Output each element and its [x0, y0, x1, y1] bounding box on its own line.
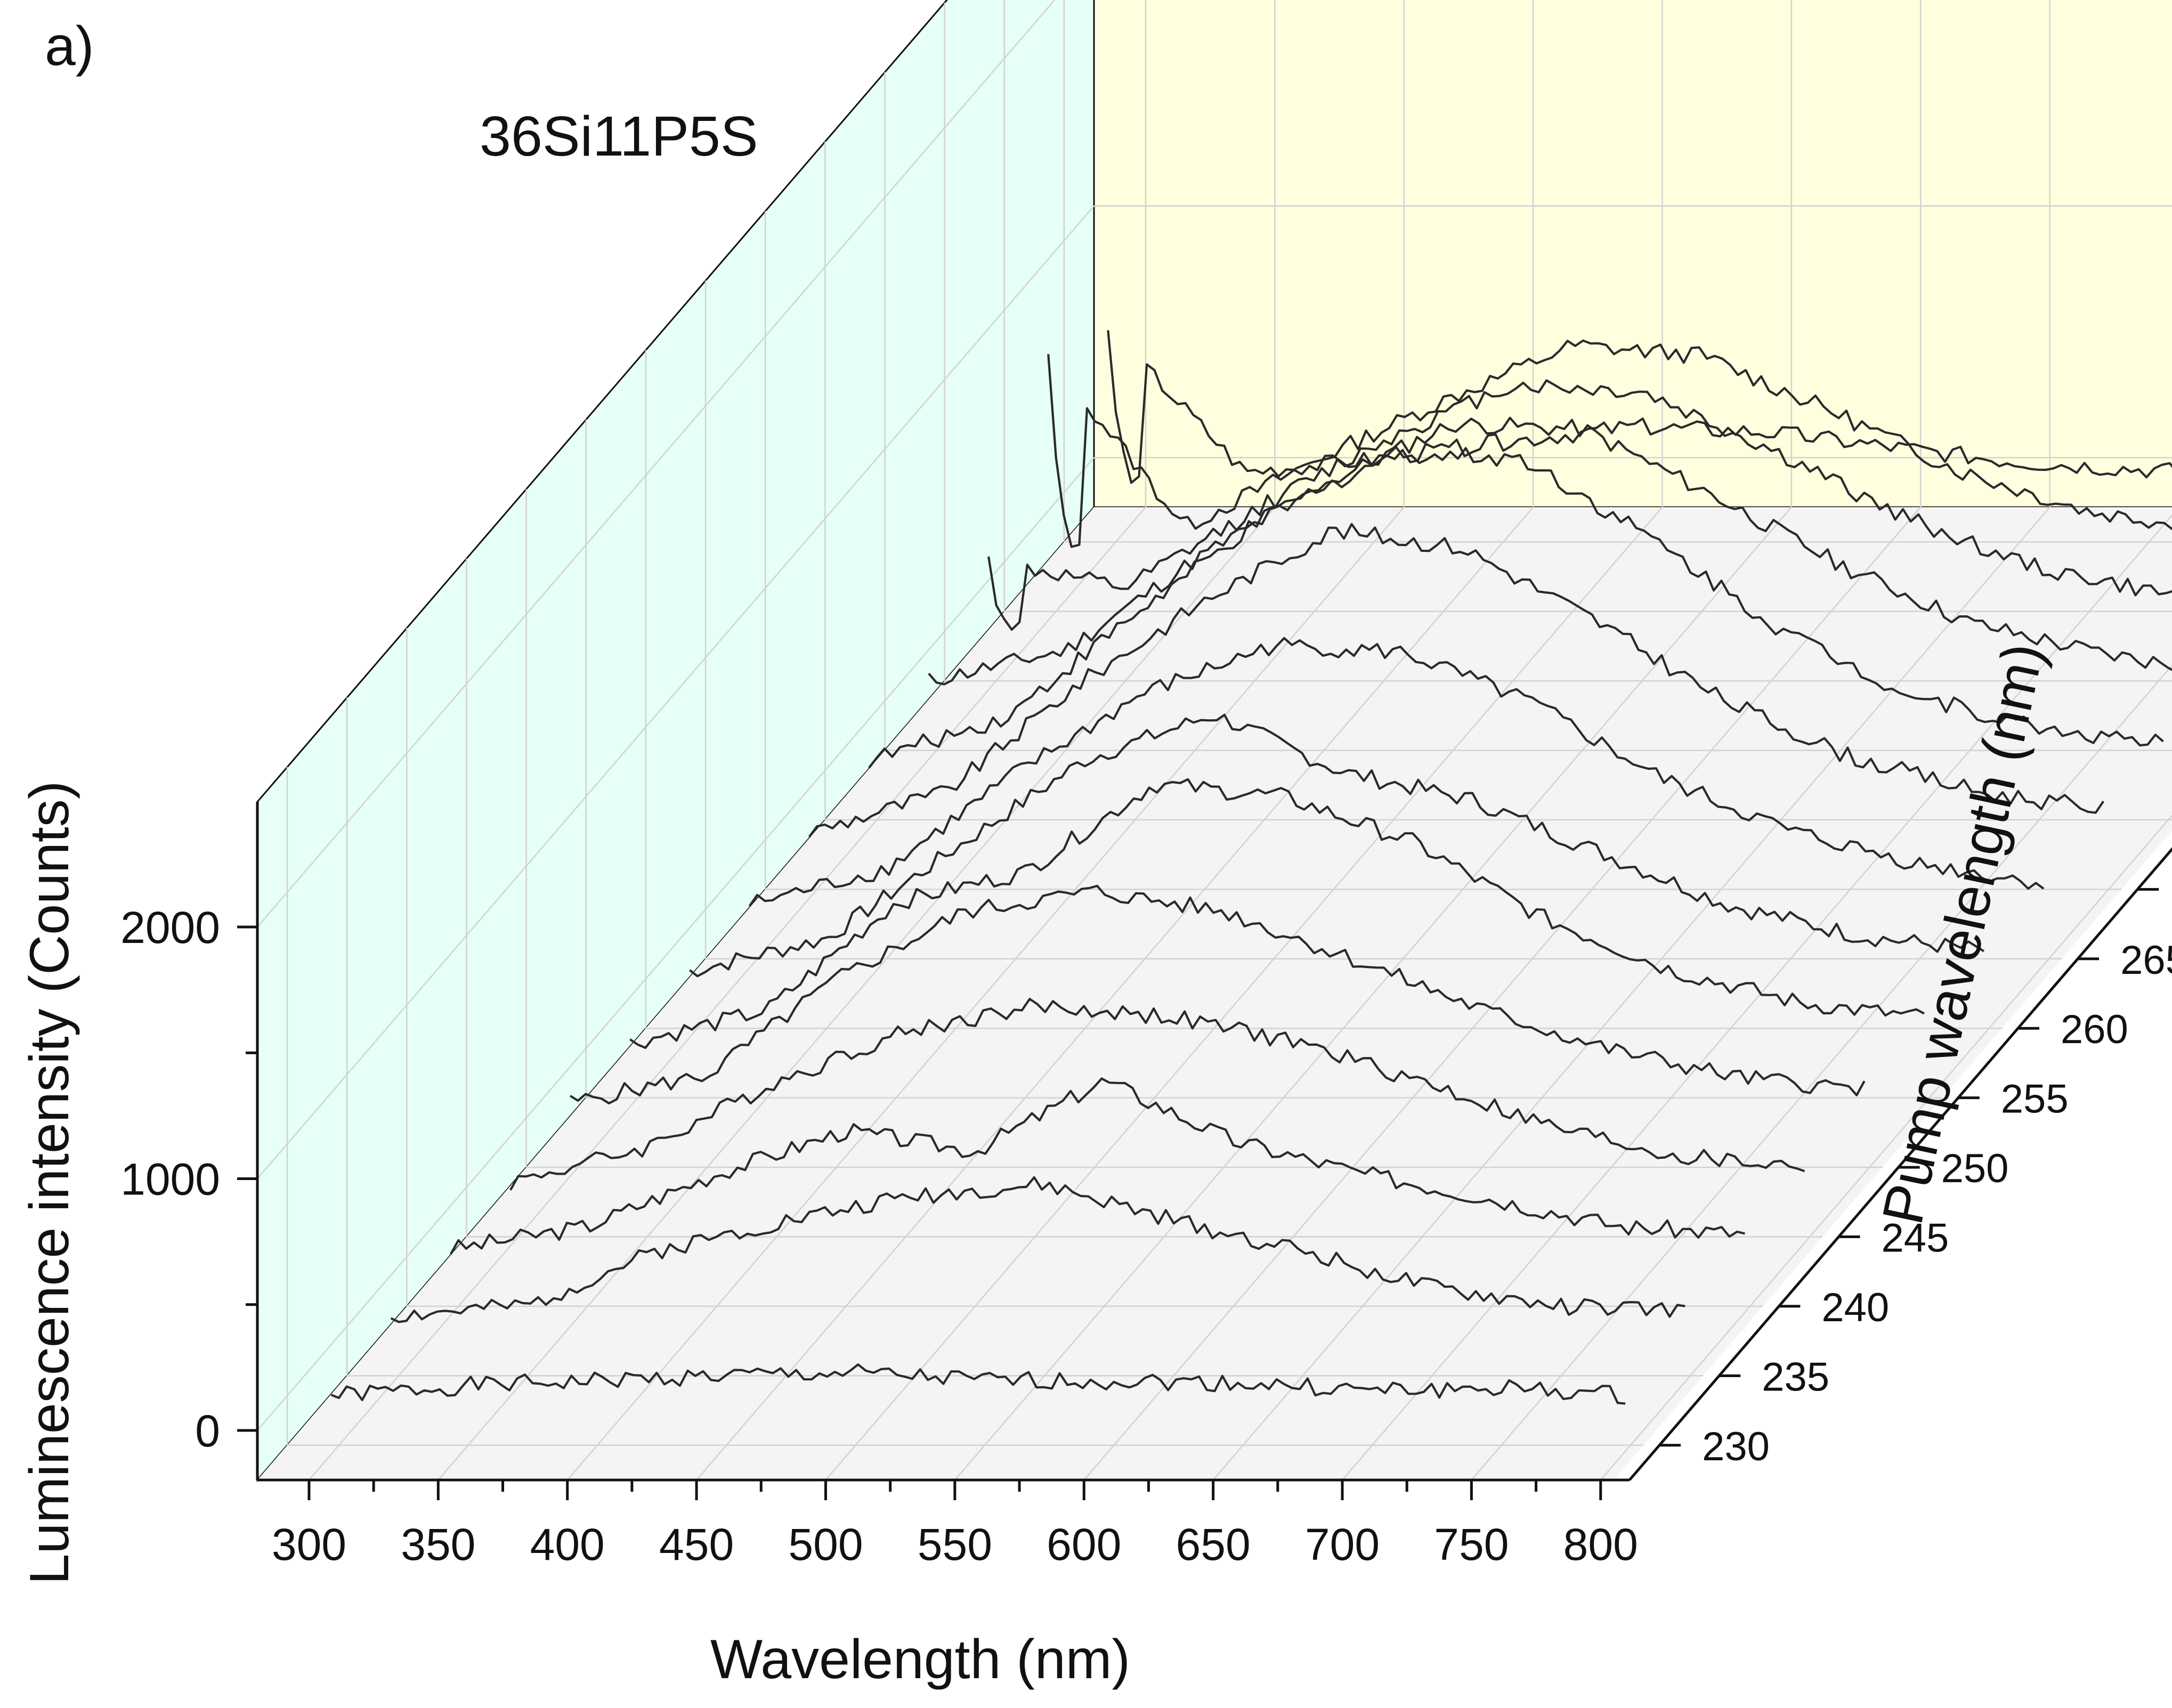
- y-tick-label: 235: [1762, 1354, 1829, 1400]
- x-tick-label: 750: [1434, 1519, 1509, 1569]
- x-tick-label: 600: [1047, 1519, 1121, 1569]
- x-tick-label: 450: [659, 1519, 734, 1569]
- y-tick-label: 255: [2001, 1077, 2069, 1122]
- x-tick-label: 700: [1305, 1519, 1380, 1569]
- y-tick-label: 265: [2120, 938, 2172, 983]
- y-tick-label: 260: [2061, 1007, 2128, 1052]
- z-tick-label: 2000: [120, 902, 220, 953]
- x-tick-label: 500: [788, 1519, 863, 1569]
- back-wall-plane: [1094, 0, 2172, 507]
- x-tick-label: 550: [918, 1519, 992, 1569]
- x-tick-label: 350: [401, 1519, 475, 1569]
- x-tick-label: 400: [530, 1519, 605, 1569]
- z-tick-label: 0: [195, 1406, 220, 1456]
- panel-label: a): [45, 15, 94, 77]
- x-tick-label: 800: [1563, 1519, 1638, 1569]
- x-axis-label: Wavelength (nm): [710, 1629, 1130, 1690]
- y-tick-label: 250: [1941, 1146, 2009, 1191]
- x-tick-label: 300: [272, 1519, 346, 1569]
- chart-title: 36Si11P5S: [480, 105, 758, 168]
- y-tick-label: 230: [1702, 1424, 1770, 1469]
- x-tick-label: 650: [1176, 1519, 1251, 1569]
- z-tick-label: 1000: [120, 1154, 220, 1205]
- z-axis-label: Luminescence intensity (Counts): [19, 781, 80, 1585]
- y-tick-label: 240: [1821, 1285, 1889, 1330]
